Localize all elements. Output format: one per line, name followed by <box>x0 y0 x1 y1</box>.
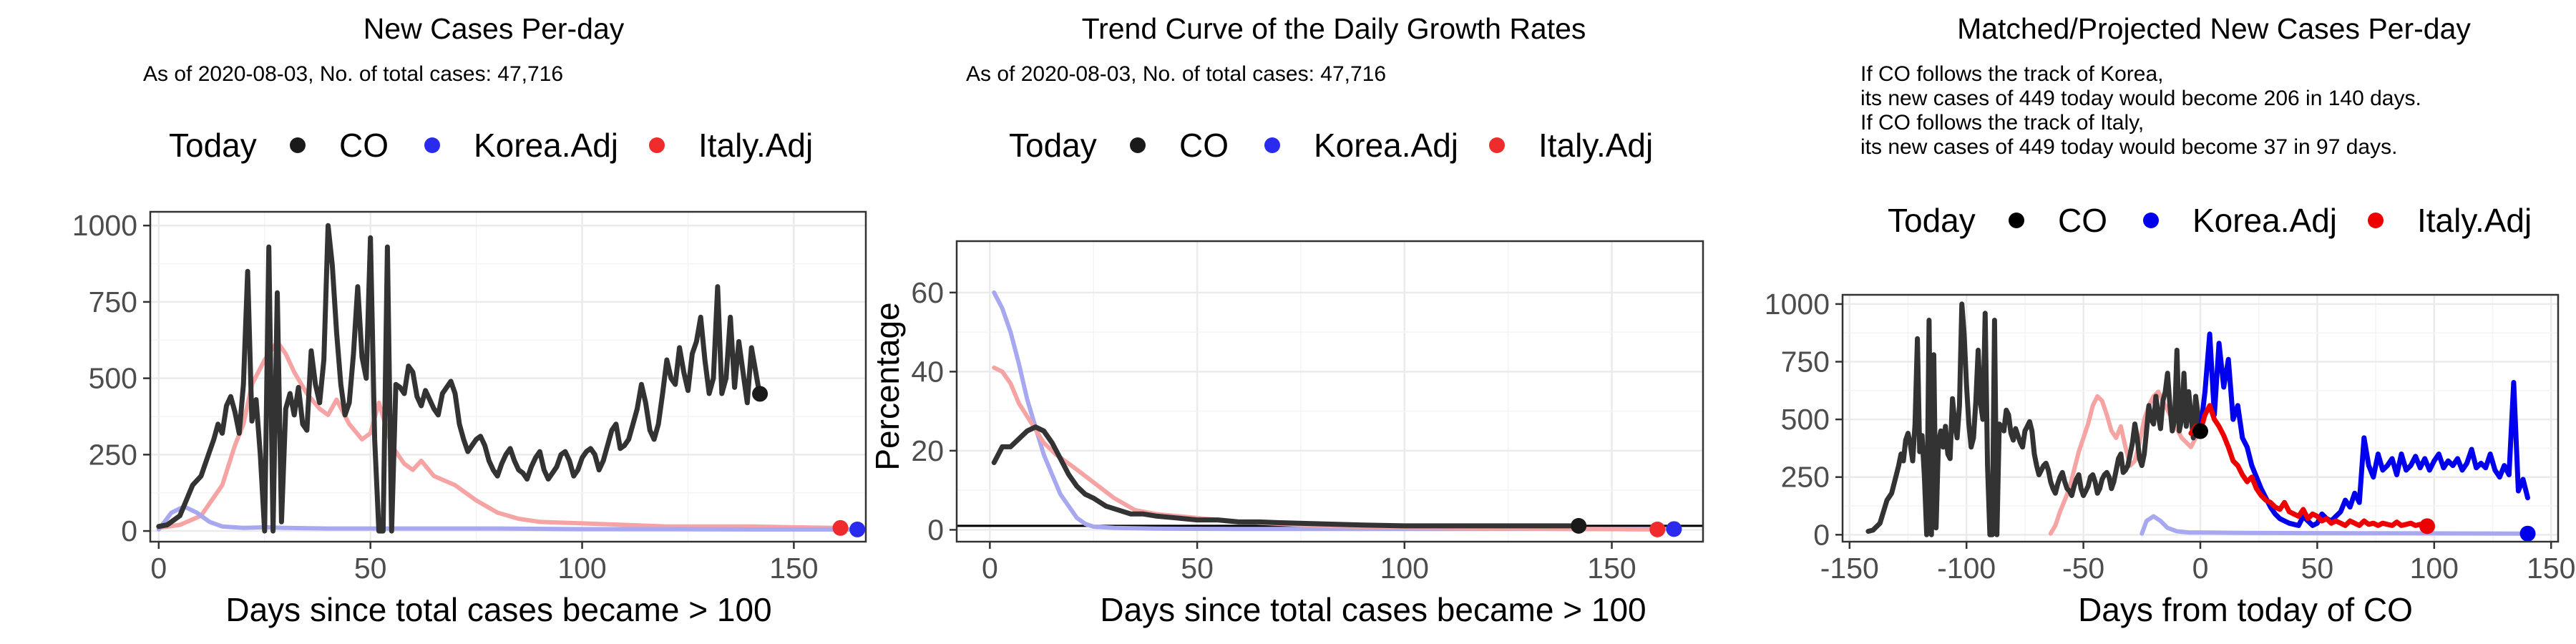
plot-2-border <box>955 240 1704 543</box>
x-tick-label: 0 <box>150 552 167 585</box>
x-tick-label: 100 <box>1380 552 1429 585</box>
today-point-co <box>752 386 769 402</box>
y-tick-label: 0 <box>121 514 137 547</box>
series-korea-adj <box>156 504 860 532</box>
y-tick-label: 1000 <box>1765 288 1830 321</box>
x-tick-label: 100 <box>557 552 606 585</box>
today-point-italy-adj <box>832 519 849 536</box>
x-tick-label: 0 <box>2192 552 2209 585</box>
x-tick-label: 0 <box>982 552 998 585</box>
today-point-korea-adj <box>849 521 866 537</box>
y-tick-label: 20 <box>911 434 944 467</box>
series-co <box>1865 301 2203 537</box>
today-point-co <box>2192 423 2208 439</box>
x-tick-label: 100 <box>2410 552 2459 585</box>
y-tick-label: 750 <box>1781 346 1830 379</box>
x-tick-label: 150 <box>769 552 818 585</box>
x-tick-label: 150 <box>1587 552 1636 585</box>
series-italy-adj <box>2188 403 2430 529</box>
series-co <box>991 424 1581 529</box>
x-tick-label: -150 <box>1820 552 1879 585</box>
x-tick-label: 50 <box>354 552 387 585</box>
y-tick-label: 250 <box>89 438 137 471</box>
today-point-korea-adj <box>1666 521 1682 537</box>
x-tick-label: 150 <box>2527 552 2575 585</box>
today-point-co <box>1571 517 1587 534</box>
y-tick-label: 750 <box>89 286 137 318</box>
y-tick-label: 0 <box>1813 518 1830 551</box>
series-korea-adj-past <box>2140 514 2530 536</box>
y-tick-label: 40 <box>911 355 944 388</box>
y-tick-label: 0 <box>927 513 944 546</box>
plot-1: 0 50 100 150 0 250 500 750 1000 <box>72 209 867 585</box>
today-point-italy-adj <box>2419 518 2435 535</box>
plot-2-grid <box>957 241 1703 542</box>
y-tick-label: 500 <box>89 362 137 395</box>
today-point-korea-adj <box>2519 525 2536 542</box>
y-tick-label: 60 <box>911 276 944 309</box>
plot-1-border <box>149 210 867 543</box>
y-tick-label: 1000 <box>72 209 137 242</box>
x-tick-label: -100 <box>1937 552 1996 585</box>
y-tick-label: 500 <box>1781 403 1830 436</box>
series-korea-adj <box>2197 331 2530 528</box>
plot-2: 0 50 100 150 0 20 40 60 <box>911 240 1704 585</box>
x-tick-label: -50 <box>2062 552 2104 585</box>
today-point-italy-adj <box>1649 521 1666 537</box>
x-tick-label: 50 <box>2301 552 2334 585</box>
series-co <box>156 223 763 534</box>
x-tick-label: 50 <box>1181 552 1214 585</box>
y-tick-label: 250 <box>1781 461 1830 494</box>
series-korea-adj <box>992 290 1677 532</box>
plot-3: -150 -100 -50 0 50 100 150 0 250 500 750 1000 <box>1765 288 2576 585</box>
